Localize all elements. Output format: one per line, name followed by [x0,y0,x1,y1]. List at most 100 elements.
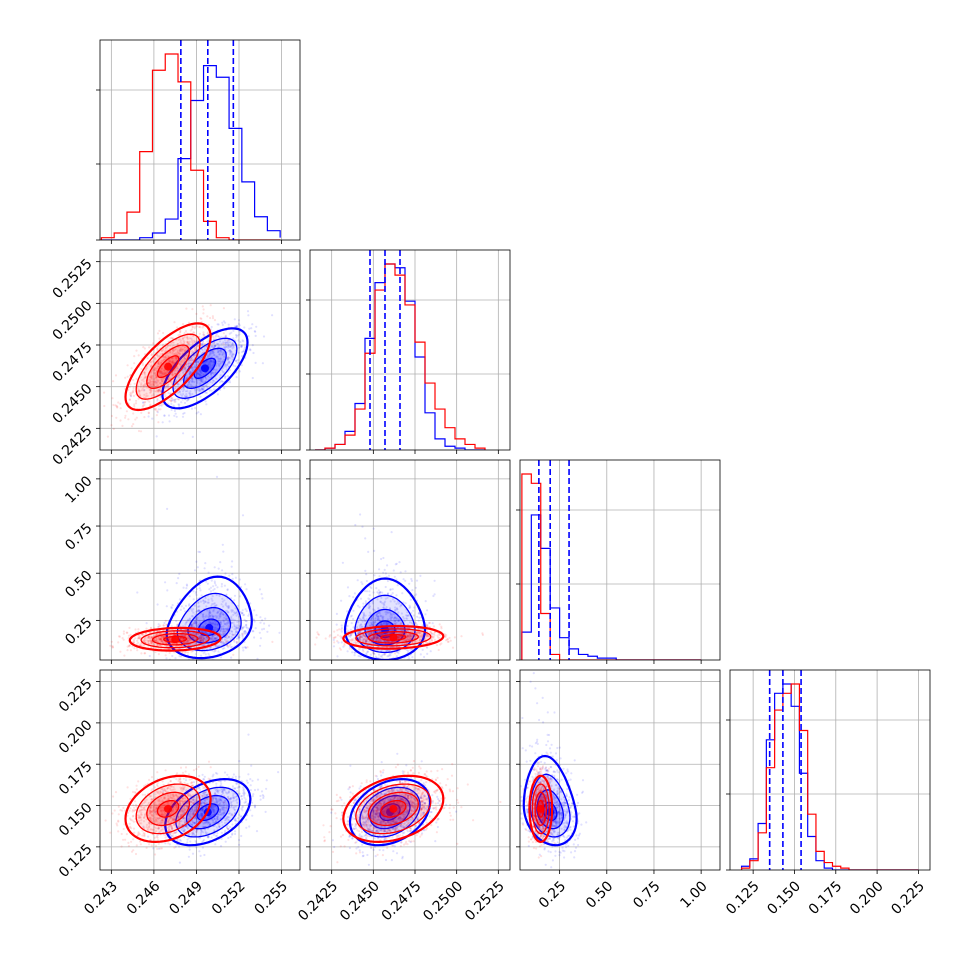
scatter-point-blue [242,649,244,651]
scatter-point-blue [238,323,240,325]
scatter-point-blue [250,327,252,329]
scatter-point-blue [216,476,218,478]
scatter-point-blue [242,514,244,516]
scatter-point-blue [242,647,244,649]
scatter-point-red [203,308,205,310]
scatter-point-red [158,338,160,340]
scatter-point-blue [221,322,223,324]
scatter-point-blue [220,656,222,658]
scatter-point-blue [352,596,354,598]
scatter-point-blue [340,600,342,602]
scatter-point-red [111,641,113,643]
panel-background [100,40,300,240]
scatter-point-blue [264,618,266,620]
scatter-point-blue [398,664,400,666]
scatter-point-red [210,304,212,306]
panel-background [310,250,510,450]
scatter-point-blue [259,645,261,647]
scatter-point-red [156,414,158,416]
scatter-point-blue [432,622,434,624]
scatter-point-red [140,430,142,432]
scatter-panel-0-1 [87,250,300,450]
scatter-point-blue [223,387,225,389]
scatter-point-blue [166,605,168,607]
scatter-point-blue [166,589,168,591]
scatter-point-blue [416,661,418,663]
scatter-point-blue [403,578,405,580]
scatter-point-blue [156,435,158,437]
scatter-point-blue [214,566,216,568]
scatter-point-blue [245,588,247,590]
scatter-point-red [127,646,129,648]
scatter-point-red [208,324,210,326]
scatter-point-blue [413,595,415,597]
scatter-point-blue [347,650,349,652]
scatter-point-blue [400,571,402,573]
scatter-point-blue [261,619,263,621]
scatter-point-red [133,647,135,649]
scatter-point-blue [165,657,167,659]
scatter-point-red [96,439,98,441]
scatter-point-blue [386,564,388,566]
contour-red-0-2-core [171,635,179,643]
scatter-point-blue [382,661,384,663]
scatter-point-blue [352,665,354,667]
scatter-point-blue [377,662,379,664]
scatter-point-blue [422,649,424,651]
scatter-point-red [110,424,112,426]
scatter-point-blue [378,568,380,570]
scatter-point-red [157,421,159,423]
scatter-point-red [325,637,327,639]
scatter-point-red [113,428,115,430]
scatter-point-blue [261,597,263,599]
scatter-point-blue [255,627,257,629]
scatter-point-blue [176,660,178,662]
scatter-point-red [247,646,249,648]
scatter-point-blue [336,624,338,626]
scatter-point-blue [357,664,359,666]
scatter-point-blue [217,393,219,395]
scatter-point-red [202,305,204,307]
scatter-point-blue [178,655,180,657]
scatter-point-red [337,634,339,636]
scatter-point-blue [176,582,178,584]
scatter-point-blue [425,600,427,602]
scatter-point-red [128,627,130,629]
scatter-point-blue [397,663,399,665]
scatter-point-blue [157,603,159,605]
scatter-point-red [155,408,157,410]
scatter-point-blue [424,613,426,615]
scatter-point-blue [394,576,396,578]
scatter-point-red [111,415,113,417]
scatter-point-blue [183,412,185,414]
scatter-point-red [159,408,161,410]
scatter-point-red [124,377,126,379]
scatter-point-blue [259,588,261,590]
scatter-point-blue [192,436,194,438]
scatter-point-blue [243,326,245,328]
scatter-point-blue [183,587,185,589]
scatter-point-red [127,364,129,366]
scatter-point-red [188,322,190,324]
scatter-point-blue [182,432,184,434]
scatter-point-red [133,355,135,357]
scatter-point-blue [172,604,174,606]
scatter-point-blue [208,572,210,574]
scatter-point-blue [174,410,176,412]
scatter-point-blue [196,412,198,414]
scatter-point-blue [408,658,410,660]
scatter-point-blue [366,580,368,582]
scatter-point-blue [163,414,165,416]
scatter-point-blue [169,420,171,422]
scatter-point-blue [364,570,366,572]
scatter-point-red [127,376,129,378]
scatter-point-blue [255,362,257,364]
scatter-point-blue [253,609,255,611]
scatter-point-blue [405,662,407,664]
scatter-point-blue [262,362,264,364]
scatter-point-blue [373,574,375,576]
scatter-point-blue [259,616,261,618]
scatter-point-blue [395,563,397,565]
